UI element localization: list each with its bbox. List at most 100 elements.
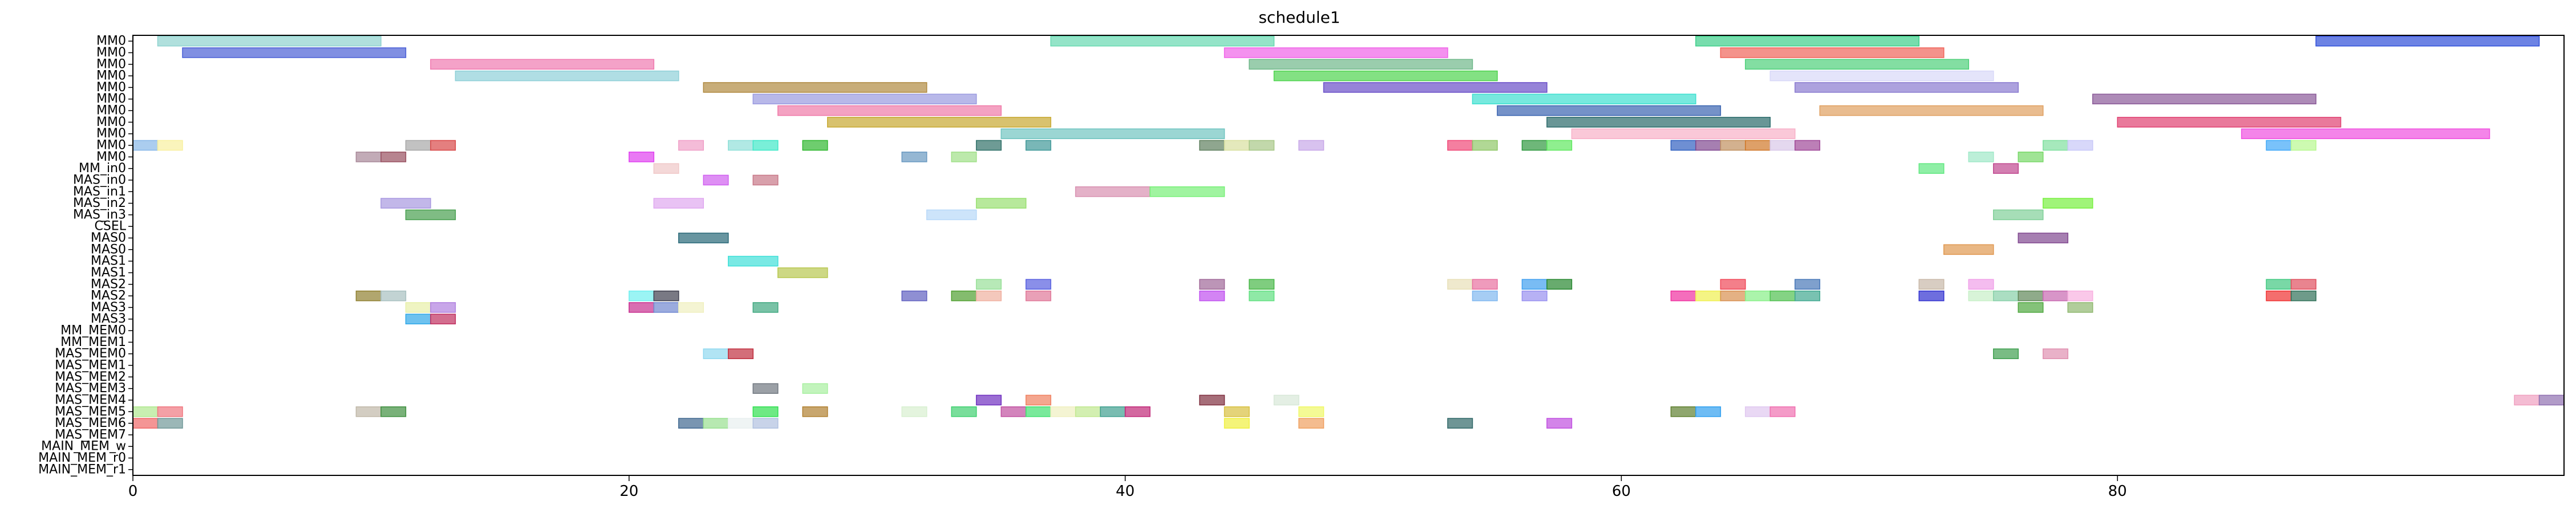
task-bar: [1224, 406, 1250, 417]
task-bar: [1472, 290, 1498, 302]
y-tick-label: MM0: [96, 34, 126, 48]
task-bar: [2018, 302, 2044, 313]
task-bar: [1075, 406, 1101, 417]
task-bar: [975, 140, 1002, 151]
task-bar: [703, 82, 927, 93]
y-tick-label: MAS2: [91, 289, 126, 303]
task-bar: [355, 290, 382, 302]
task-bar: [653, 302, 679, 313]
y-tick-label: MAS_in1: [73, 185, 126, 199]
task-bar: [1918, 279, 1945, 290]
task-bar: [1695, 140, 1722, 151]
task-bar: [728, 418, 754, 429]
task-bar: [752, 140, 779, 151]
y-tick-label: MAS2: [91, 277, 126, 291]
task-bar: [1795, 140, 1821, 151]
task-bar: [1918, 163, 1945, 174]
y-tick-label: MM0: [96, 46, 126, 60]
task-bar: [1199, 394, 1225, 406]
task-bar: [703, 418, 729, 429]
task-bar: [1224, 418, 1250, 429]
x-tick-label: 0: [128, 483, 138, 500]
task-bar: [1025, 290, 1051, 302]
y-tick-label: MM0: [96, 80, 126, 95]
task-bar: [1695, 406, 1722, 417]
task-bar: [1050, 406, 1076, 417]
task-bar: [1025, 279, 1051, 290]
task-bar: [1795, 82, 2019, 93]
y-tick-label: MAS_MEM6: [55, 416, 126, 430]
task-bar: [1992, 290, 2019, 302]
x-tick-label: 80: [2108, 483, 2127, 500]
y-tick-label: MM0: [96, 57, 126, 71]
task-bar: [405, 140, 431, 151]
y-tick-label: MAS_MEM1: [55, 359, 126, 373]
task-bar: [1745, 406, 1771, 417]
y-tick-label: MAS1: [91, 266, 126, 280]
task-bar: [1025, 140, 1051, 151]
task-bar: [1249, 279, 1275, 290]
task-bar: [926, 209, 977, 221]
task-bar: [1769, 70, 1994, 82]
y-tick-label: MAS_MEM5: [55, 405, 126, 419]
task-bar: [455, 70, 679, 82]
task-bar: [678, 302, 704, 313]
task-bar: [380, 290, 407, 302]
row-labels: MM0MM0MM0MM0MM0MM0MM0MM0MM0MM0MM0MM_in0M…: [38, 34, 133, 477]
y-tick-label: MM0: [96, 69, 126, 83]
y-tick-label: MAS3: [91, 300, 126, 315]
task-bar: [157, 35, 382, 47]
y-tick-label: MAIN_MEM_r1: [38, 462, 126, 477]
task-bar: [901, 406, 927, 417]
task-bar: [1670, 290, 1696, 302]
y-tick-label: MM0: [96, 139, 126, 153]
task-bars: [132, 35, 2565, 429]
task-bar: [951, 290, 977, 302]
task-bar: [2290, 140, 2316, 151]
task-bar: [2290, 279, 2316, 290]
task-bar: [1199, 140, 1225, 151]
task-bar: [802, 140, 828, 151]
task-bar: [430, 140, 456, 151]
y-tick-label: MM0: [96, 127, 126, 141]
y-tick-label: MAS_in0: [73, 173, 126, 187]
task-bar: [653, 163, 679, 174]
task-bar: [1769, 290, 1796, 302]
task-bar: [1720, 279, 1746, 290]
task-bar: [827, 117, 1051, 128]
task-bar: [728, 140, 754, 151]
task-bar: [1521, 290, 1548, 302]
task-bar: [951, 152, 977, 162]
task-bar: [1149, 186, 1225, 197]
task-bar: [1546, 279, 1573, 290]
task-bar: [2018, 233, 2068, 243]
task-bar: [2042, 348, 2068, 359]
task-bar: [2042, 198, 2093, 209]
task-bar: [1546, 140, 1573, 151]
task-bar: [2042, 290, 2068, 302]
task-bar: [132, 406, 159, 417]
task-bar: [629, 152, 655, 162]
task-bar: [1472, 279, 1498, 290]
task-bar: [2538, 394, 2565, 406]
task-bar: [1968, 279, 1994, 290]
task-bar: [1720, 47, 1945, 58]
task-bar: [1224, 47, 1448, 58]
y-tick-label: MAS_in3: [73, 207, 126, 222]
task-bar: [2315, 35, 2540, 47]
task-bar: [2092, 93, 2316, 105]
task-bar: [1521, 140, 1548, 151]
task-bar: [1918, 290, 1945, 302]
task-bar: [1546, 117, 1771, 128]
task-bar: [975, 198, 1027, 209]
task-bar: [1050, 35, 1275, 47]
task-bar: [802, 383, 828, 394]
task-bar: [1968, 152, 1994, 162]
task-bar: [728, 348, 754, 359]
task-bar: [653, 198, 704, 209]
task-bar: [2514, 394, 2540, 406]
task-bar: [1745, 59, 1969, 70]
task-bar: [405, 314, 431, 325]
task-bar: [901, 290, 927, 302]
task-bar: [1521, 279, 1548, 290]
